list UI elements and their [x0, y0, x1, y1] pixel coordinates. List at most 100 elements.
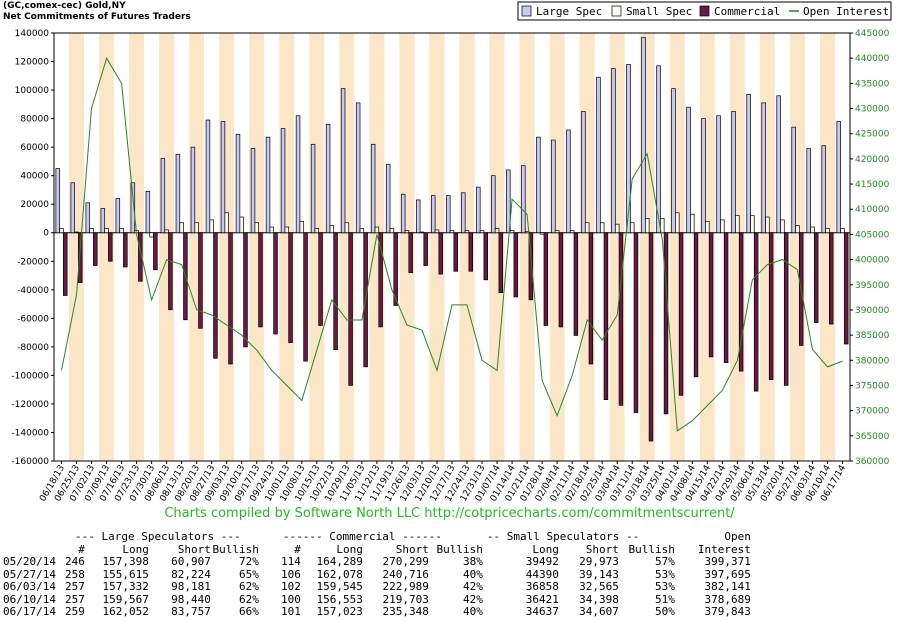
- col-header: Bullish: [212, 542, 259, 556]
- large-spec-bar: [310, 143, 316, 234]
- large-spec-bar: [821, 145, 826, 234]
- band-stripe: [249, 33, 265, 461]
- commercial-bar: [408, 232, 413, 274]
- legend-commercial-label: Commercial: [714, 5, 780, 18]
- small-spec-bar: [765, 216, 770, 234]
- band-stripe: [129, 33, 145, 461]
- table-row: 06/03/14 257 157,332 98,181 62% 102 159,545 222…: [3, 581, 751, 594]
- commercial-bar: [303, 232, 308, 362]
- band-stripe: [174, 33, 190, 461]
- cell-ss-short: 34,398: [579, 592, 619, 606]
- large-spec-bar: [400, 193, 406, 234]
- commercial-bar: [483, 232, 489, 281]
- credits-line[interactable]: Charts compiled by Software North LLC ht…: [164, 506, 735, 521]
- cell-ls-long: 155,615: [102, 567, 149, 581]
- large-spec-bar: [806, 148, 811, 234]
- right-tick-label: 415000: [855, 180, 890, 190]
- cell-ls-n: 258: [65, 567, 85, 581]
- small-spec-bar: [795, 225, 800, 234]
- table-row: 06/10/14 257 159,567 98,440 62% 100 156,553 219…: [3, 592, 751, 607]
- band-stripe: [459, 33, 475, 461]
- commercial-bar: [588, 232, 594, 365]
- small-spec-bar: [539, 232, 545, 235]
- small-spec-bar: [690, 213, 695, 234]
- cell-date: 06/10/14: [3, 592, 56, 606]
- commercial-bar: [708, 232, 714, 358]
- group-header-commercial: ------ Commercial ------: [282, 530, 442, 544]
- cell-c-n: 100: [281, 592, 301, 606]
- group-header-open: Open: [724, 530, 751, 544]
- cell-c-short: 270,299: [382, 555, 429, 569]
- col-header: Short: [395, 542, 429, 556]
- left-tick-label: -160000: [11, 457, 49, 467]
- left-tick-label: -40000: [17, 286, 49, 296]
- right-tick-label: 440000: [855, 54, 890, 64]
- band-stripe: [309, 33, 325, 461]
- right-tick-label: 420000: [855, 155, 890, 165]
- left-tick-label: 140000: [15, 29, 50, 39]
- cell-ss-short: 34,607: [579, 605, 619, 619]
- large-spec-bar: [130, 182, 136, 234]
- small-spec-bar: [840, 228, 845, 234]
- cell-ls-long: 157,332: [102, 580, 149, 594]
- small-spec-bar: [825, 228, 830, 234]
- cell-date: 05/20/14: [3, 555, 56, 569]
- band-stripe: [69, 33, 85, 461]
- col-header: #: [78, 542, 85, 556]
- small-spec-bar: [449, 230, 455, 234]
- col-header: Bullish: [436, 542, 483, 556]
- large-spec-bar: [55, 168, 60, 234]
- large-spec-bar: [250, 148, 256, 234]
- cell-ls-long: 162,052: [102, 605, 149, 619]
- small-spec-bar: [224, 212, 229, 234]
- large-spec-bar: [145, 191, 151, 234]
- group-header-large: --- Large Speculators ---: [75, 530, 241, 544]
- small-spec-bar: [735, 215, 740, 234]
- cell-date: 06/03/14: [3, 580, 56, 594]
- small-spec-bar: [149, 232, 154, 238]
- small-spec-bar: [89, 228, 94, 234]
- cell-ls-n: 257: [65, 592, 85, 606]
- cell-ss-long: 34637: [525, 605, 559, 619]
- small-spec-bar: [389, 228, 395, 234]
- commercial-bar: [543, 232, 549, 326]
- col-header: Short: [177, 542, 211, 556]
- cell-ss-bull: 57%: [655, 555, 675, 569]
- commercial-bar: [168, 232, 173, 311]
- cell-date: 06/17/14: [3, 605, 56, 619]
- commercial-bar: [558, 232, 564, 328]
- small-spec-bar: [119, 228, 124, 234]
- small-spec-bar: [194, 222, 199, 234]
- band-stripe: [99, 33, 115, 461]
- cell-ls-bull: 72%: [239, 555, 259, 569]
- small-spec-bar: [239, 216, 244, 234]
- large-spec-bar: [100, 208, 106, 234]
- small-spec-bar: [584, 222, 590, 234]
- commercial-bar: [528, 232, 534, 301]
- chart-title: (GC,comex-cec) Gold,NY Net Commitments o…: [3, 1, 191, 23]
- commercial-bar: [603, 232, 609, 401]
- large-spec-bar: [626, 64, 631, 234]
- cell-ls-n: 259: [65, 605, 85, 619]
- band-stripe: [819, 33, 835, 461]
- commercial-bar: [153, 232, 158, 271]
- commercial-bar: [273, 232, 278, 335]
- commercial-bar: [573, 232, 579, 336]
- large-spec-bar: [430, 195, 436, 234]
- cell-c-short: 235,348: [382, 605, 429, 619]
- commercial-bar: [783, 232, 789, 386]
- cell-c-long: 157,023: [316, 605, 363, 619]
- cell-ls-bull: 65%: [239, 567, 259, 581]
- col-header: Interest: [697, 542, 751, 556]
- table-body: 05/20/14 246 157,398 60,907 72% 114 164,289 270…: [3, 556, 751, 619]
- legend-commercial-swatch: [699, 5, 710, 17]
- right-tick-label: 365000: [855, 432, 890, 442]
- small-spec-bar: [479, 230, 485, 234]
- large-spec-bar: [731, 111, 736, 234]
- commercial-bar: [378, 232, 383, 328]
- large-spec-bar: [446, 195, 451, 234]
- large-spec-bar: [235, 133, 241, 234]
- large-spec-bar: [370, 143, 376, 234]
- right-tick-label: 370000: [855, 407, 890, 417]
- cell-ls-short: 98,181: [171, 580, 211, 594]
